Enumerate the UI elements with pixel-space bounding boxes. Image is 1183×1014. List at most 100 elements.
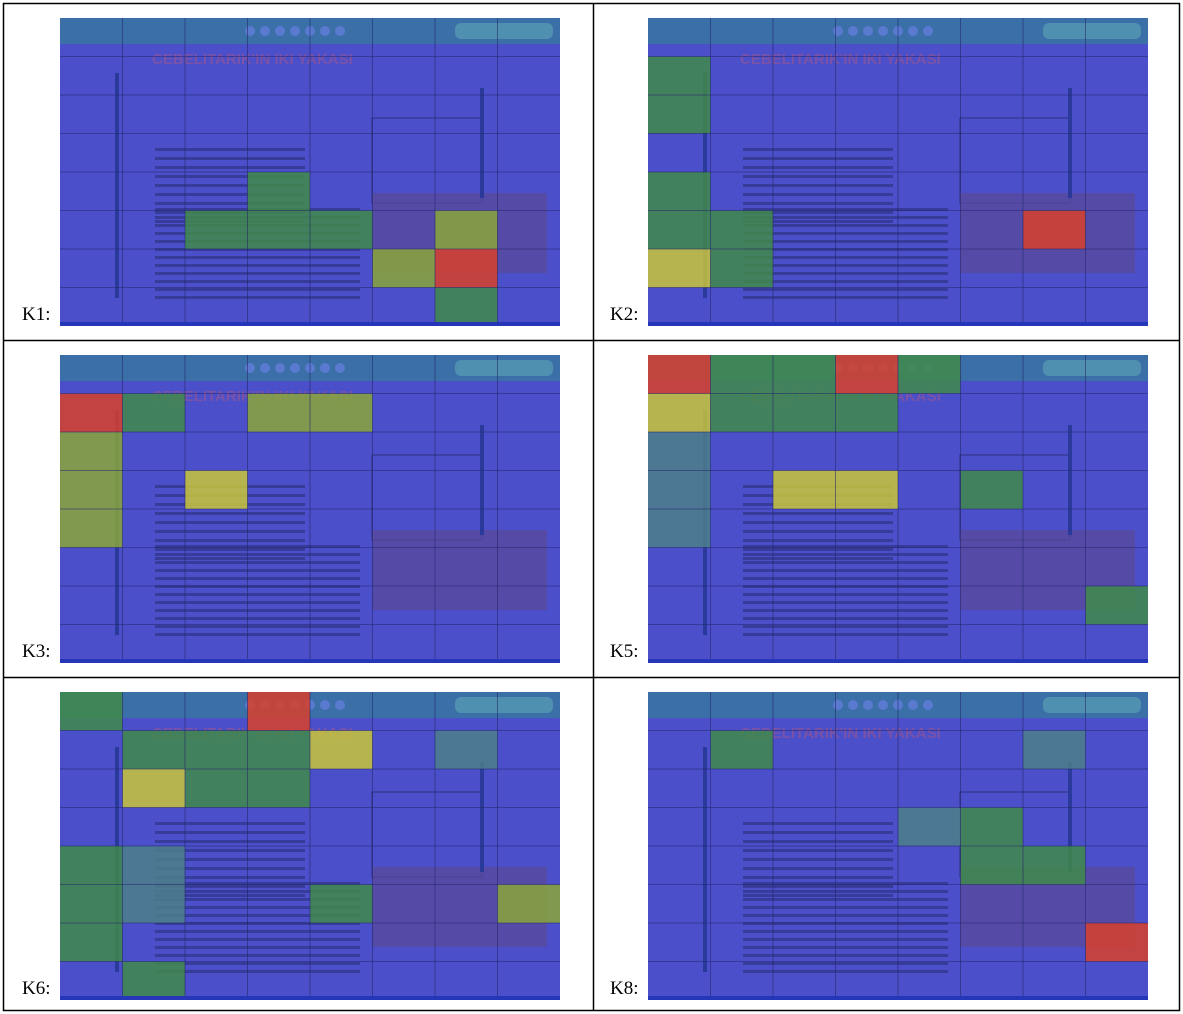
top-button — [455, 23, 553, 39]
panel-label: K8: — [608, 978, 641, 1000]
text-line — [743, 885, 893, 888]
nav-dot — [260, 26, 270, 36]
text-line — [743, 530, 893, 533]
heat-cell — [648, 57, 711, 96]
panel-label: K6: — [20, 978, 53, 1000]
heat-cell — [961, 471, 1024, 510]
panel-label: K2: — [608, 304, 641, 326]
heat-cell — [898, 808, 961, 847]
text-line — [743, 175, 893, 178]
heat-cell — [60, 394, 123, 433]
heat-cell — [711, 394, 899, 433]
text-line — [743, 569, 948, 572]
bottom-strip — [648, 659, 1148, 663]
nav-dot — [245, 26, 255, 36]
heatmap-screenshot: CEBELITARIK'IN IKI YAKASI — [648, 692, 1148, 1000]
text-line — [155, 288, 360, 291]
nav-dot — [245, 363, 255, 373]
nav-dot — [908, 700, 918, 710]
scroll-bar — [1068, 425, 1072, 535]
nav-dot — [335, 363, 345, 373]
nav-dot — [275, 26, 285, 36]
text-line — [743, 922, 948, 925]
text-line — [743, 822, 893, 825]
text-line — [743, 202, 893, 205]
text-line — [743, 867, 893, 870]
heatmap-screenshot: CEBELITARIK'IN IKI YAKASI — [60, 18, 560, 326]
text-line — [155, 512, 305, 515]
text-line — [155, 569, 360, 572]
text-line — [743, 906, 948, 909]
text-line — [155, 962, 360, 965]
nav-dot — [260, 363, 270, 373]
text-line — [743, 858, 893, 861]
heat-cell — [435, 731, 498, 770]
heat-cell — [123, 731, 311, 770]
text-line — [743, 577, 948, 580]
heat-cell — [1023, 731, 1086, 770]
nav-dot — [848, 700, 858, 710]
info-box — [372, 530, 547, 610]
text-line — [743, 914, 948, 917]
scroll-bar — [480, 762, 484, 872]
top-button — [1043, 697, 1141, 713]
text-line — [155, 557, 305, 560]
text-line — [155, 822, 305, 825]
text-line — [155, 539, 305, 542]
text-line — [743, 625, 948, 628]
scroll-bar — [480, 88, 484, 198]
text-line — [743, 962, 948, 965]
screen-title: CEBELITARIK'IN IKI YAKASI — [740, 51, 941, 68]
panel-label: K3: — [20, 641, 53, 663]
text-line — [155, 946, 360, 949]
nav-dot — [863, 26, 873, 36]
heat-cell — [435, 249, 498, 288]
bottom-strip — [60, 659, 560, 663]
text-line — [743, 938, 948, 941]
nav-dot — [275, 363, 285, 373]
heatmap-screenshot: CEBELITARIK'IN IKI YAKASI — [648, 18, 1148, 326]
text-line — [155, 157, 305, 160]
nav-dot — [290, 26, 300, 36]
heat-cell — [836, 355, 899, 394]
text-line — [155, 938, 360, 941]
text-line — [743, 224, 948, 227]
text-line — [743, 601, 948, 604]
heat-cell — [123, 394, 186, 433]
heat-cell — [60, 846, 123, 962]
text-line — [743, 148, 893, 151]
heatmap-screenshot: CEBELITARIK'IN IKI YAKASI — [60, 692, 560, 1000]
text-line — [743, 296, 948, 299]
text-line — [743, 184, 893, 187]
nav-dot — [923, 700, 933, 710]
heatmap-screenshot: CEBELITARIK'IN IKI YAKASI — [648, 355, 1148, 663]
heat-cell — [435, 211, 498, 250]
heat-cell — [648, 95, 711, 134]
text-line — [743, 876, 893, 879]
heat-cell — [898, 355, 961, 394]
text-line — [743, 970, 948, 973]
bottom-strip — [648, 996, 1148, 1000]
text-line — [743, 946, 948, 949]
text-line — [743, 288, 948, 291]
nav-dot — [320, 700, 330, 710]
nav-dot — [923, 26, 933, 36]
text-line — [743, 561, 948, 564]
text-line — [155, 954, 360, 957]
text-line — [155, 609, 360, 612]
text-line — [743, 617, 948, 620]
text-line — [743, 539, 893, 542]
text-line — [155, 256, 360, 259]
nav-dot — [848, 26, 858, 36]
heat-cell — [123, 769, 186, 808]
text-line — [743, 633, 948, 636]
text-line — [155, 530, 305, 533]
text-line — [743, 264, 948, 267]
heat-cell — [373, 249, 436, 288]
text-line — [155, 280, 360, 283]
text-line — [743, 248, 948, 251]
text-line — [743, 890, 948, 893]
text-line — [743, 553, 948, 556]
text-line — [743, 157, 893, 160]
text-line — [743, 272, 948, 275]
